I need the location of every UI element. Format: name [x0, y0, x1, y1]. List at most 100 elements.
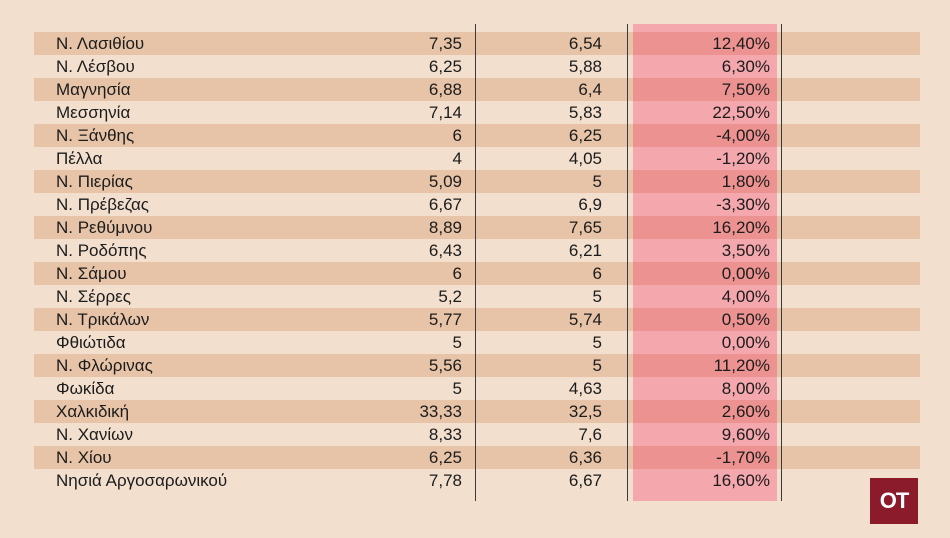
value-b-cell: 4,63: [568, 379, 602, 398]
value-a-cell: 6: [452, 264, 462, 283]
value-b-cell: 5: [592, 333, 602, 352]
percent-change-cell: 1,80%: [721, 172, 770, 191]
table-row: Ν. Ξάνθης 6 6,25 -4,00%: [34, 124, 920, 147]
region-name-cell: Ν. Ροδόπης: [56, 241, 147, 260]
table-row: Ν. Σέρρες 5,2 5 4,00%: [34, 285, 920, 308]
value-a-cell: 6,25: [428, 448, 462, 467]
value-a-cell: 6,25: [428, 57, 462, 76]
region-name-cell: Φθιώτιδα: [56, 333, 126, 352]
region-name-cell: Ν. Λέσβου: [56, 57, 135, 76]
table-row: Φωκίδα 5 4,63 8,00%: [34, 377, 920, 400]
value-b-cell: 5: [592, 172, 602, 191]
percent-change-cell: 11,20%: [713, 356, 770, 375]
percent-change-cell: 0,00%: [721, 333, 770, 352]
highlight-cell-bg: [633, 446, 777, 469]
percent-change-cell: 9,60%: [721, 425, 770, 444]
value-a-cell: 8,89: [428, 218, 462, 237]
percent-change-cell: -4,00%: [716, 126, 770, 145]
percent-change-cell: 16,60%: [712, 471, 770, 490]
region-name-cell: Φωκίδα: [56, 379, 115, 398]
value-b-cell: 5: [592, 356, 602, 375]
value-a-cell: 33,33: [419, 402, 462, 421]
value-b-cell: 6,54: [568, 34, 602, 53]
percent-change-cell: -3,30%: [716, 195, 770, 214]
value-b-cell: 6,4: [578, 80, 602, 99]
region-name-cell: Χαλκιδική: [56, 402, 130, 421]
value-b-cell: 6,25: [568, 126, 602, 145]
value-b-cell: 6,9: [578, 195, 602, 214]
percent-change-cell: 2,60%: [721, 402, 770, 421]
percent-change-cell: 22,50%: [712, 103, 770, 122]
region-name-cell: Νησιά Αργοσαρωνικού: [56, 471, 228, 490]
value-b-cell: 5,83: [568, 103, 602, 122]
table-row: Μεσσηνία 7,14 5,83 22,50%: [34, 101, 920, 124]
percent-change-cell: 0,00%: [721, 264, 770, 283]
table-row: Νησιά Αργοσαρωνικού 7,78 6,67 16,60%: [34, 469, 920, 492]
highlight-cell-bg: [633, 400, 777, 423]
value-b-cell: 6: [592, 264, 602, 283]
table-row: Ν. Ρεθύμνου 8,89 7,65 16,20%: [34, 216, 920, 239]
value-a-cell: 6: [452, 126, 462, 145]
value-a-cell: 6,43: [428, 241, 462, 260]
table-row: Μαγνησία 6,88 6,4 7,50%: [34, 78, 920, 101]
value-a-cell: 4: [452, 149, 462, 168]
table-row: Ν. Τρικάλων 5,77 5,74 0,50%: [34, 308, 920, 331]
region-name-cell: Ν. Ρεθύμνου: [56, 218, 153, 237]
table-row: Ν. Σάμου 6 6 0,00%: [34, 262, 920, 285]
value-a-cell: 5,56: [428, 356, 462, 375]
value-a-cell: 7,78: [428, 471, 462, 490]
percent-change-cell: -1,70%: [716, 448, 770, 467]
brand-logo: OT: [870, 478, 918, 524]
table-row: Ν. Λέσβου 6,25 5,88 6,30%: [34, 55, 920, 78]
table-row: Ν. Χίου 6,25 6,36 -1,70%: [34, 446, 920, 469]
value-a-cell: 5,2: [438, 287, 462, 306]
value-a-cell: 8,33: [428, 425, 462, 444]
region-name-cell: Ν. Ξάνθης: [56, 126, 135, 145]
column-divider: [781, 24, 782, 501]
value-b-cell: 7,6: [578, 425, 602, 444]
table-row: Χαλκιδική 33,33 32,5 2,60%: [34, 400, 920, 423]
table-row: Ν. Ροδόπης 6,43 6,21 3,50%: [34, 239, 920, 262]
percent-change-cell: 6,30%: [721, 57, 770, 76]
region-name-cell: Πέλλα: [56, 149, 103, 168]
region-name-cell: Ν. Τρικάλων: [56, 310, 150, 329]
region-name-cell: Ν. Χανίων: [56, 425, 133, 444]
highlight-cell-bg: [633, 124, 777, 147]
region-name-cell: Ν. Λασιθίου: [56, 34, 145, 53]
value-b-cell: 5,74: [568, 310, 602, 329]
value-b-cell: 4,05: [568, 149, 602, 168]
highlight-cell-bg: [633, 354, 777, 377]
table-row: Ν. Χανίων 8,33 7,6 9,60%: [34, 423, 920, 446]
percent-change-cell: 7,50%: [721, 80, 770, 99]
value-a-cell: 5,77: [428, 310, 462, 329]
table-row: Φθιώτιδα 5 5 0,00%: [34, 331, 920, 354]
column-divider: [627, 24, 628, 501]
value-a-cell: 6,88: [428, 80, 462, 99]
value-b-cell: 32,5: [568, 402, 602, 421]
data-table: Ν. Λασιθίου 7,35 6,54 12,40% Ν. Λέσβου 6,25 5,…: [34, 32, 920, 492]
value-b-cell: 6,67: [568, 471, 602, 490]
highlight-cell-bg: [633, 170, 777, 193]
table-row: Ν. Λασιθίου 7,35 6,54 12,40%: [34, 32, 920, 55]
percent-change-cell: 8,00%: [721, 379, 770, 398]
table-row: Ν. Πρέβεζας 6,67 6,9 -3,30%: [34, 193, 920, 216]
value-b-cell: 7,65: [568, 218, 602, 237]
region-name-cell: Ν. Σέρρες: [56, 287, 131, 306]
value-b-cell: 6,21: [568, 241, 602, 260]
percent-change-cell: 0,50%: [721, 310, 770, 329]
highlight-cell-bg: [633, 32, 777, 55]
value-a-cell: 5: [452, 379, 462, 398]
highlight-cell-bg: [633, 78, 777, 101]
table-row: Ν. Πιερίας 5,09 5 1,80%: [34, 170, 920, 193]
region-name-cell: Ν. Πρέβεζας: [56, 195, 149, 214]
highlight-cell-bg: [633, 308, 777, 331]
region-name-cell: Ν. Φλώρινας: [56, 356, 153, 375]
value-a-cell: 7,14: [428, 103, 462, 122]
table-row: Πέλλα 4 4,05 -1,20%: [34, 147, 920, 170]
value-b-cell: 5,88: [568, 57, 602, 76]
highlight-cell-bg: [633, 262, 777, 285]
percent-change-cell: 3,50%: [721, 241, 770, 260]
table-row: Ν. Φλώρινας 5,56 5 11,20%: [34, 354, 920, 377]
value-a-cell: 5,09: [428, 172, 462, 191]
percent-change-cell: 12,40%: [712, 34, 770, 53]
